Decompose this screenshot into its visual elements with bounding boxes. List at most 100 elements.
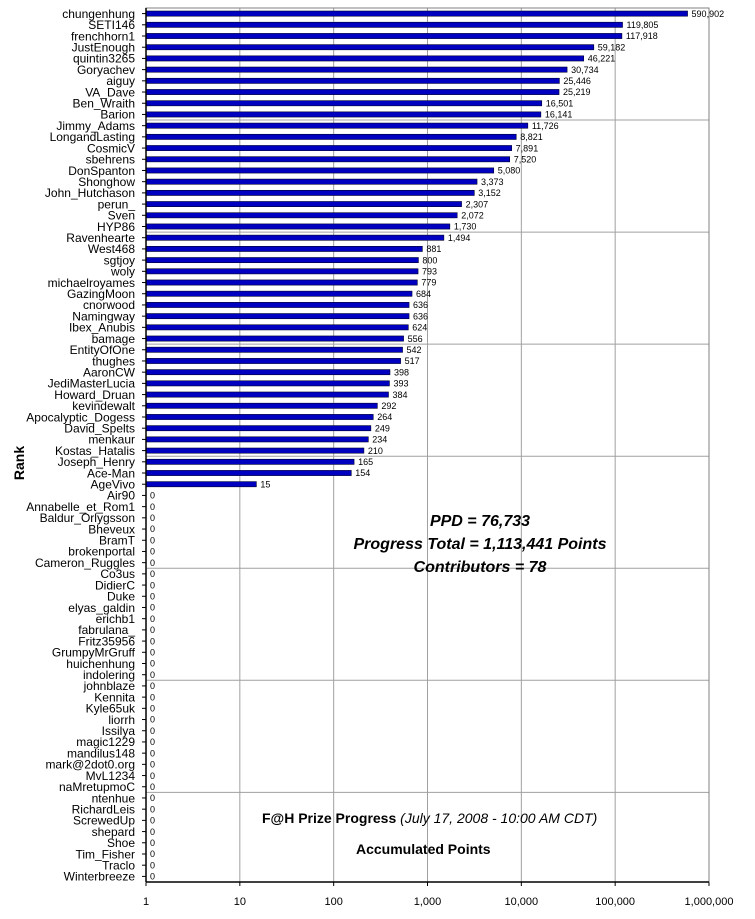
category-label: Bheveux xyxy=(88,522,135,536)
category-label: Annabelle_et_Rom1 xyxy=(26,500,135,514)
value-label: 249 xyxy=(375,423,390,433)
category-label: cnorwood xyxy=(83,298,135,312)
value-label: 636 xyxy=(413,311,428,321)
value-label: 119,805 xyxy=(627,20,659,30)
category-label: michaelroyames xyxy=(48,276,135,290)
value-label: 0 xyxy=(150,726,155,736)
value-label: 16,141 xyxy=(545,110,573,120)
category-label: DidierC xyxy=(95,578,135,592)
value-label: 793 xyxy=(422,267,437,277)
category-label: Shoe xyxy=(107,836,135,850)
bar xyxy=(145,470,352,476)
category-label: kevindewalt xyxy=(72,399,135,413)
category-label: ScrewedUp xyxy=(73,814,135,828)
value-label: 0 xyxy=(150,704,155,714)
value-label: 3,373 xyxy=(481,177,504,187)
axes xyxy=(142,7,710,886)
value-label: 0 xyxy=(150,547,155,557)
category-label: aiguy xyxy=(106,74,135,88)
value-label: 46,221 xyxy=(588,54,616,64)
value-label: 0 xyxy=(150,670,155,680)
value-label: 624 xyxy=(412,323,427,333)
category-label: BramT xyxy=(99,534,136,548)
category-labels: chungenhungSETI146frenchhorn1JustEnoughq… xyxy=(26,7,136,884)
value-label: 636 xyxy=(413,300,428,310)
value-label: 0 xyxy=(150,524,155,534)
value-label: 292 xyxy=(381,401,396,411)
chart-title: F@H Prize Progress (July 17, 2008 - 10:0… xyxy=(262,810,597,826)
x-tick-label: 1 xyxy=(143,896,149,908)
ppd-annotation: PPD = 76,733 xyxy=(429,513,531,530)
value-label: 0 xyxy=(150,625,155,635)
category-label: Baldur_Orlygsson xyxy=(40,511,135,525)
category-label: Howard_Druan xyxy=(54,388,135,402)
category-label: Fritz35956 xyxy=(78,634,135,648)
category-label: West468 xyxy=(88,242,135,256)
value-label: 393 xyxy=(393,379,408,389)
value-label: 0 xyxy=(150,491,155,501)
y-axis-label: Rank xyxy=(11,446,27,480)
category-label: HYP86 xyxy=(97,220,135,234)
value-label: 0 xyxy=(150,659,155,669)
value-label: 25,446 xyxy=(563,76,591,86)
bar xyxy=(145,223,451,230)
category-label: Ibex_Anubis xyxy=(69,321,135,335)
bar xyxy=(145,458,355,465)
contributors-annotation: Contributors = 78 xyxy=(413,559,547,576)
value-label: 7,520 xyxy=(514,154,537,164)
value-label: 3,152 xyxy=(478,188,501,198)
x-tick-labels: 1 10 100 1,000 10,000 100,000 1,000,000 xyxy=(143,896,734,908)
bar xyxy=(145,436,369,443)
category-label: shepard xyxy=(92,825,135,839)
value-label: 542 xyxy=(407,345,422,355)
bar xyxy=(145,66,568,73)
category-label: sbehrens xyxy=(86,153,135,167)
bar xyxy=(145,425,372,432)
bar xyxy=(145,324,409,331)
value-label: 5,080 xyxy=(498,166,521,176)
bar xyxy=(145,302,410,308)
category-label: magic1229 xyxy=(76,735,135,749)
value-label: 0 xyxy=(150,535,155,545)
bar xyxy=(145,201,462,207)
value-label: 0 xyxy=(150,580,155,590)
value-label: 779 xyxy=(421,278,436,288)
value-label: 0 xyxy=(150,748,155,758)
value-label: 0 xyxy=(150,872,155,882)
value-label: 0 xyxy=(150,692,155,702)
category-label: RichardLeis xyxy=(72,802,135,816)
value-label: 117,918 xyxy=(626,31,658,41)
value-label: 0 xyxy=(150,569,155,579)
value-label: 7,891 xyxy=(516,143,539,153)
bar xyxy=(145,10,688,17)
value-label: 0 xyxy=(150,591,155,601)
bar xyxy=(145,268,419,275)
category-label: DonSpanton xyxy=(68,164,135,178)
category-label: fabrulana_ xyxy=(78,623,135,637)
category-label: woly xyxy=(110,265,135,279)
value-label: 398 xyxy=(394,367,409,377)
value-label: 0 xyxy=(150,558,155,568)
category-label: Sven xyxy=(108,209,135,223)
category-label: frenchhorn1 xyxy=(71,29,135,43)
bar xyxy=(145,178,478,185)
summary-annotations: PPD = 76,733 Progress Total = 1,113,441 … xyxy=(300,510,660,579)
value-label: 384 xyxy=(392,390,407,400)
value-label: 590,902 xyxy=(692,9,725,19)
value-label: 264 xyxy=(377,412,392,422)
bar xyxy=(145,391,389,398)
bar xyxy=(145,100,543,107)
category-label: Tim_Fisher xyxy=(75,847,135,861)
bar xyxy=(145,122,529,129)
value-label: 210 xyxy=(368,446,383,456)
progress-total-annotation: Progress Total = 1,113,441 Points xyxy=(353,536,607,553)
category-label: VA_Dave xyxy=(85,85,135,99)
bar xyxy=(145,279,418,286)
chart-title-main: F@H Prize Progress xyxy=(262,810,397,826)
category-label: Ace-Man xyxy=(87,466,135,480)
value-label: 881 xyxy=(426,244,441,254)
category-label: erichb1 xyxy=(96,612,136,626)
value-label: 0 xyxy=(150,782,155,792)
category-label: CosmicV xyxy=(87,141,135,155)
